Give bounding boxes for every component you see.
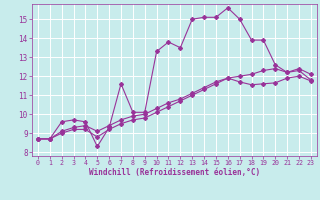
X-axis label: Windchill (Refroidissement éolien,°C): Windchill (Refroidissement éolien,°C) <box>89 168 260 177</box>
